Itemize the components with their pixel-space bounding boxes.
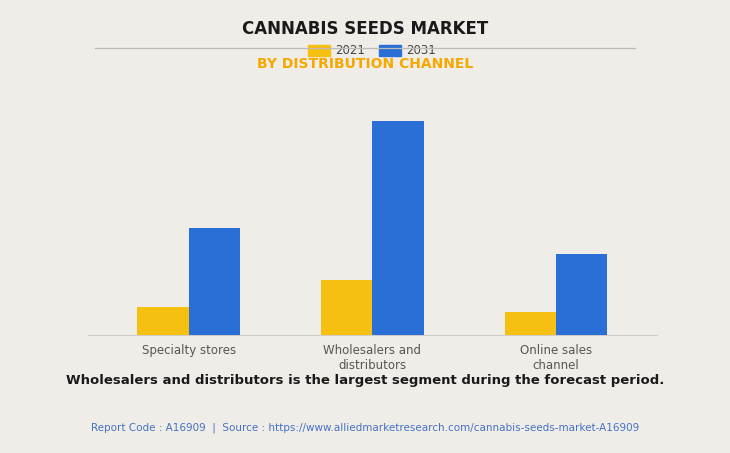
Bar xyxy=(321,280,372,335)
Legend: 2021, 2031: 2021, 2031 xyxy=(304,39,441,62)
Bar xyxy=(504,312,556,335)
Text: BY DISTRIBUTION CHANNEL: BY DISTRIBUTION CHANNEL xyxy=(257,57,473,71)
Bar xyxy=(556,254,607,335)
Text: CANNABIS SEEDS MARKET: CANNABIS SEEDS MARKET xyxy=(242,20,488,39)
Text: Report Code : A16909  |  Source : https://www.alliedmarketresearch.com/cannabis-: Report Code : A16909 | Source : https://… xyxy=(91,422,639,433)
Bar xyxy=(188,228,240,335)
Text: Wholesalers and distributors is the largest segment during the forecast period.: Wholesalers and distributors is the larg… xyxy=(66,374,664,387)
Bar xyxy=(372,121,423,335)
Bar xyxy=(137,308,188,335)
